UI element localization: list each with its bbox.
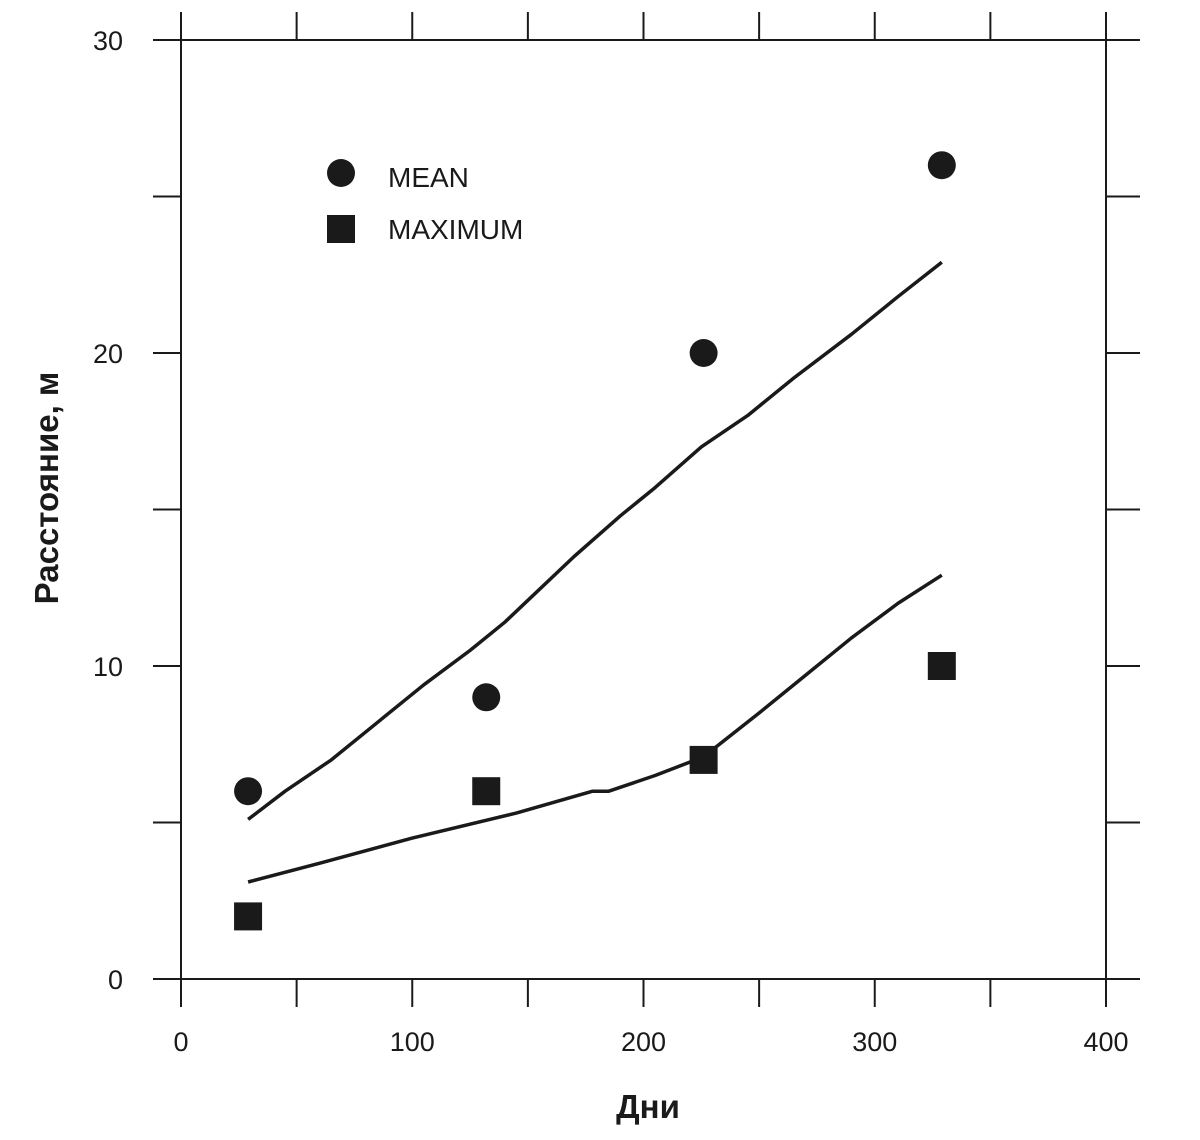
- y-tick-label: 0: [108, 965, 123, 995]
- legend-label-maximum: MAXIMUM: [388, 214, 523, 245]
- x-tick-label: 400: [1083, 1027, 1128, 1057]
- y-tick-label: 20: [93, 339, 123, 369]
- plot-border: [180, 39, 1107, 980]
- point-mean: [927, 151, 956, 180]
- x-tick-label: 300: [852, 1027, 897, 1057]
- legend-item-maximum: MAXIMUM: [327, 214, 523, 245]
- point-maximum: [927, 652, 956, 680]
- x-tick-label: 100: [390, 1027, 435, 1057]
- point-maximum: [234, 902, 263, 931]
- data-points: [234, 151, 956, 931]
- point-mean: [234, 777, 263, 806]
- legend-marker-maximum: [327, 215, 355, 243]
- plot-frame: [180, 39, 1107, 980]
- x-tick-label: 200: [621, 1027, 666, 1057]
- x-axis-title: Дни: [616, 1088, 680, 1125]
- y-tick-label: 10: [93, 652, 123, 682]
- axis-ticks: 0 100 200 300 400 0 10 20 30: [93, 12, 1140, 1057]
- y-axis-title: Расстояние, м: [28, 372, 65, 605]
- legend-marker-mean: [327, 159, 355, 187]
- point-mean: [689, 339, 718, 367]
- point-maximum: [472, 777, 501, 806]
- x-tick-label: 0: [173, 1027, 188, 1057]
- point-maximum: [689, 745, 718, 774]
- fit-lines: [247, 260, 943, 884]
- fit-line-lower: [247, 573, 943, 884]
- legend-item-mean: MEAN: [327, 159, 469, 193]
- fit-line-upper: [247, 260, 943, 821]
- point-mean: [472, 683, 501, 712]
- legend-label-mean: MEAN: [388, 162, 469, 193]
- legend: MEAN MAXIMUM: [327, 159, 523, 245]
- y-tick-label: 30: [93, 26, 123, 56]
